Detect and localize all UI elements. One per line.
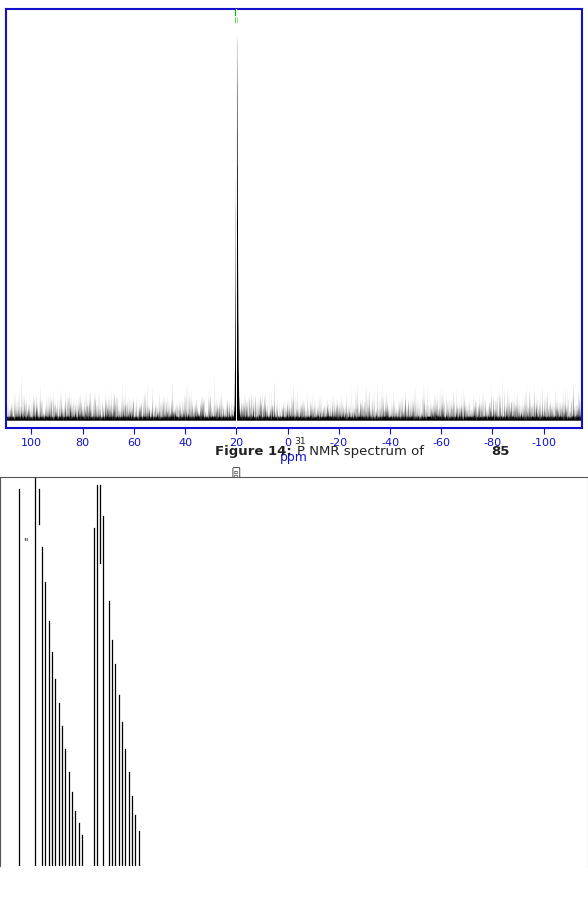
Text: P NMR spectrum of: P NMR spectrum of	[297, 445, 426, 458]
Text: 85: 85	[491, 445, 509, 458]
Text: 31: 31	[294, 437, 306, 446]
X-axis label: ppm: ppm	[280, 450, 308, 464]
Text: Figure 14:: Figure 14:	[215, 445, 294, 458]
Text: ": "	[24, 537, 28, 547]
Text: 100.00: 100.00	[234, 469, 239, 490]
